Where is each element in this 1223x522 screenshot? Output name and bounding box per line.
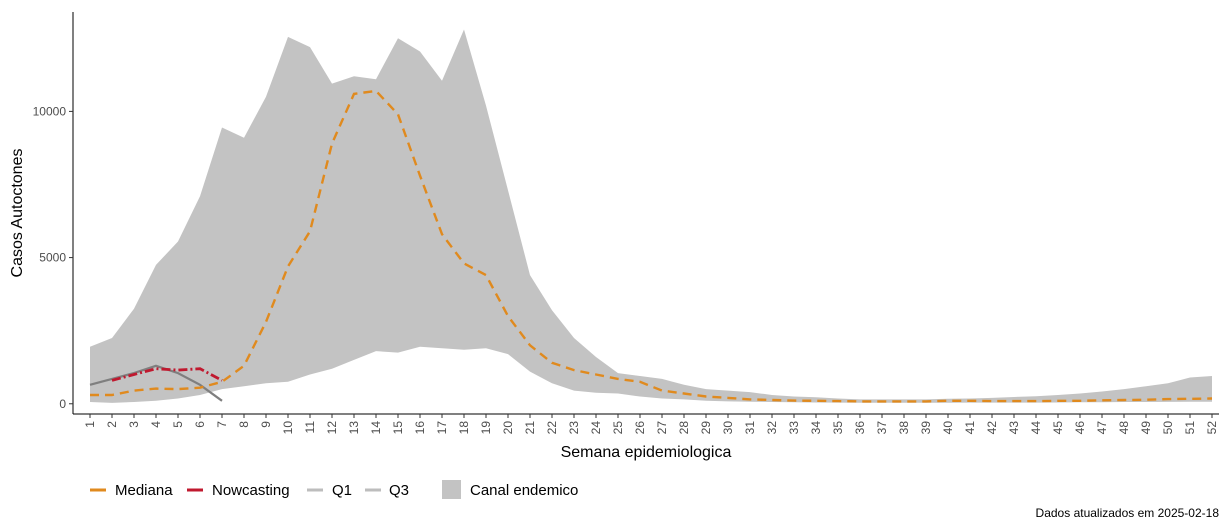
x-tick-label: 2 xyxy=(105,421,119,428)
x-tick-label: 5 xyxy=(171,421,185,428)
x-tick-label: 49 xyxy=(1139,421,1153,435)
legend-label-mediana: Mediana xyxy=(115,482,173,499)
x-tick-label: 47 xyxy=(1095,421,1109,435)
legend-label-q1: Q1 xyxy=(332,482,352,499)
x-tick-label: 17 xyxy=(435,421,449,435)
x-tick-label: 13 xyxy=(347,421,361,435)
legend-label-canal-endemico: Canal endemico xyxy=(470,482,578,499)
x-ticks: 1 2 3 4 5 6 7 8 9 10 11 12 13 14 15 16 17 18 19 20 21 22 23 24 2… xyxy=(83,414,1219,434)
x-tick-label: 16 xyxy=(413,421,427,435)
legend-item-mediana: Mediana xyxy=(90,482,173,499)
x-tick-label: 40 xyxy=(941,421,955,435)
x-tick-label: 46 xyxy=(1073,421,1087,435)
x-tick-label: 41 xyxy=(963,421,977,435)
x-tick-label: 14 xyxy=(369,421,383,435)
x-tick-label: 26 xyxy=(633,421,647,435)
x-tick-label: 1 xyxy=(83,421,97,428)
y-tick-label: 0 xyxy=(59,397,66,411)
x-tick-label: 39 xyxy=(919,421,933,435)
legend-item-q3: Q3 xyxy=(365,482,409,499)
x-tick-label: 52 xyxy=(1205,421,1219,435)
observed-line xyxy=(89,364,223,402)
x-tick-label: 7 xyxy=(215,421,229,428)
legend-item-canal-endemico: Canal endemico xyxy=(442,480,578,499)
x-tick-label: 24 xyxy=(589,421,603,435)
y-tick-label: 5000 xyxy=(39,251,66,265)
x-tick-label: 12 xyxy=(325,421,339,435)
x-tick-label: 29 xyxy=(699,421,713,435)
legend-item-nowcasting: Nowcasting xyxy=(187,482,290,499)
update-caption: Dados atualizados em 2025-02-18 xyxy=(1036,506,1220,520)
x-tick-label: 42 xyxy=(985,421,999,435)
legend-item-q1: Q1 xyxy=(307,482,352,499)
x-axis-title: Semana epidemiologica xyxy=(561,444,732,461)
y-tick-label: 10000 xyxy=(33,104,67,118)
x-tick-label: 31 xyxy=(743,421,757,435)
x-tick-label: 33 xyxy=(787,421,801,435)
x-tick-label: 48 xyxy=(1117,421,1131,435)
x-tick-label: 8 xyxy=(237,421,251,428)
y-ticks: 0 5000 10000 xyxy=(33,104,73,411)
legend-label-q3: Q3 xyxy=(389,482,409,499)
x-tick-label: 23 xyxy=(567,421,581,435)
legend-key-canal-endemico xyxy=(442,480,461,499)
series-lines xyxy=(89,89,1213,403)
x-tick-label: 6 xyxy=(193,421,207,428)
x-tick-label: 4 xyxy=(149,421,163,428)
x-tick-label: 43 xyxy=(1007,421,1021,435)
x-tick-label: 36 xyxy=(853,421,867,435)
x-tick-label: 21 xyxy=(523,421,537,435)
y-axis-title: Casos Autoctones xyxy=(9,149,26,278)
x-tick-label: 11 xyxy=(303,421,317,434)
x-tick-label: 44 xyxy=(1029,421,1043,435)
x-tick-label: 19 xyxy=(479,421,493,435)
x-tick-label: 30 xyxy=(721,421,735,435)
x-tick-label: 10 xyxy=(281,421,295,435)
x-tick-label: 22 xyxy=(545,421,559,435)
x-tick-label: 37 xyxy=(875,421,889,435)
x-tick-label: 28 xyxy=(677,421,691,435)
legend-label-nowcasting: Nowcasting xyxy=(212,482,290,499)
x-tick-label: 3 xyxy=(127,421,141,428)
x-tick-label: 25 xyxy=(611,421,625,435)
x-tick-label: 15 xyxy=(391,421,405,435)
legend: Mediana Nowcasting Q1 Q3 Canal endemico xyxy=(90,480,578,499)
x-tick-label: 32 xyxy=(765,421,779,435)
x-tick-label: 27 xyxy=(655,421,669,435)
x-tick-label: 51 xyxy=(1183,421,1197,435)
x-tick-label: 50 xyxy=(1161,421,1175,435)
x-tick-label: 18 xyxy=(457,421,471,435)
x-tick-label: 45 xyxy=(1051,421,1065,435)
x-tick-label: 35 xyxy=(831,421,845,435)
x-tick-label: 20 xyxy=(501,421,515,435)
x-tick-label: 38 xyxy=(897,421,911,435)
x-tick-label: 9 xyxy=(259,421,273,428)
x-tick-label: 34 xyxy=(809,421,823,435)
canal-endemico-band xyxy=(90,29,1212,403)
nowcasting-line xyxy=(111,367,223,382)
